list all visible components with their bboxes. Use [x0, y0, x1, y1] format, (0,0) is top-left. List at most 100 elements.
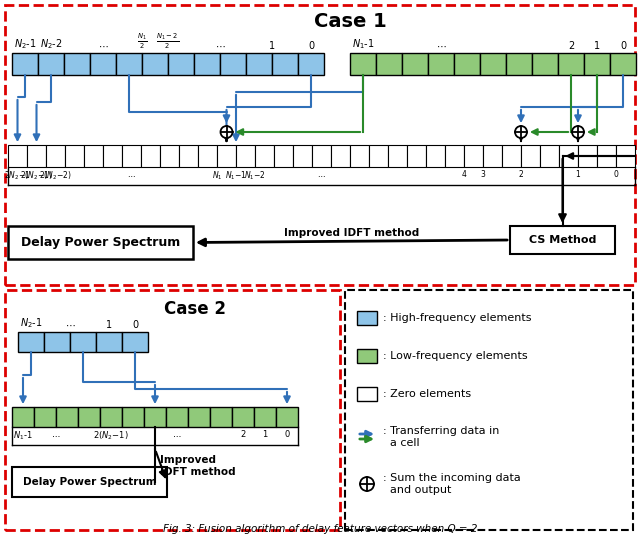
Text: $\frac{N_1}{2}$: $\frac{N_1}{2}$ — [137, 32, 147, 51]
Bar — [78, 407, 100, 427]
Text: 2: 2 — [568, 41, 574, 51]
Text: : Sum the incoming data
  and output: : Sum the incoming data and output — [383, 473, 521, 495]
Bar — [454, 53, 480, 75]
Text: $\cdots$: $\cdots$ — [51, 430, 61, 439]
Bar — [8, 226, 193, 259]
Bar — [532, 53, 558, 75]
Bar — [12, 53, 38, 75]
Bar — [5, 5, 635, 285]
Text: $N_1$$-$2: $N_1$$-$2 — [244, 170, 266, 183]
Text: 1: 1 — [594, 41, 600, 51]
Bar — [8, 145, 27, 167]
Bar — [293, 145, 312, 167]
Circle shape — [360, 477, 374, 491]
Text: $\cdots$: $\cdots$ — [214, 41, 225, 51]
Bar — [388, 145, 407, 167]
Text: 2: 2 — [518, 170, 524, 179]
Bar — [84, 145, 103, 167]
Text: $N_2$-1: $N_2$-1 — [20, 316, 42, 330]
Bar — [220, 53, 246, 75]
Text: $N_1$-1: $N_1$-1 — [351, 37, 374, 51]
Text: $N_2$-2: $N_2$-2 — [40, 37, 62, 51]
Text: $2(N_2$$-$1): $2(N_2$$-$1) — [93, 430, 129, 442]
Bar — [194, 53, 220, 75]
Bar — [312, 145, 331, 167]
Text: 0: 0 — [284, 430, 290, 439]
Text: : Zero elements: : Zero elements — [383, 389, 471, 399]
Text: 1: 1 — [106, 320, 112, 330]
Bar — [616, 145, 635, 167]
Text: 2: 2 — [241, 430, 246, 439]
Text: $2N_2$$-$1: $2N_2$$-$1 — [4, 170, 31, 183]
Bar — [357, 311, 377, 325]
Bar — [12, 467, 167, 497]
Bar — [345, 290, 633, 530]
Bar — [331, 145, 350, 167]
Text: : Low-frequency elements: : Low-frequency elements — [383, 351, 527, 361]
Text: $\cdots$: $\cdots$ — [98, 41, 108, 51]
Bar — [558, 53, 584, 75]
Bar — [27, 145, 46, 167]
Bar — [521, 145, 540, 167]
Circle shape — [572, 126, 584, 138]
Bar — [70, 332, 96, 352]
Text: 0: 0 — [620, 41, 626, 51]
Text: Improved
IDFT method: Improved IDFT method — [160, 455, 236, 477]
Bar — [5, 290, 340, 530]
Bar — [90, 53, 116, 75]
Text: Case 1: Case 1 — [314, 12, 387, 31]
Bar — [510, 226, 615, 254]
Bar — [160, 145, 179, 167]
Bar — [38, 53, 64, 75]
Bar — [426, 145, 445, 167]
Bar — [559, 145, 578, 167]
Bar — [142, 53, 168, 75]
Bar — [103, 145, 122, 167]
Text: 1: 1 — [575, 170, 580, 179]
Bar — [122, 145, 141, 167]
Text: $\cdots$: $\cdots$ — [127, 170, 136, 179]
Bar — [276, 407, 298, 427]
Bar — [506, 53, 532, 75]
Bar — [357, 387, 377, 401]
Bar — [357, 349, 377, 363]
Bar — [210, 407, 232, 427]
Text: 4: 4 — [461, 170, 467, 179]
Bar — [597, 145, 616, 167]
Bar — [116, 53, 142, 75]
Text: 0: 0 — [614, 170, 618, 179]
Text: $\cdots$: $\cdots$ — [65, 320, 76, 330]
Text: Fig. 3: Fusion algorithm of delay feature vectors when Q = 2: Fig. 3: Fusion algorithm of delay featur… — [163, 524, 477, 534]
Text: $\cdots$: $\cdots$ — [172, 430, 182, 439]
Text: : Transferring data in
  a cell: : Transferring data in a cell — [383, 426, 499, 448]
Bar — [255, 145, 274, 167]
Text: $N_2$-1: $N_2$-1 — [13, 37, 36, 51]
Text: 1: 1 — [269, 41, 275, 51]
Text: 0: 0 — [132, 320, 138, 330]
Bar — [407, 145, 426, 167]
Bar — [188, 407, 210, 427]
Bar — [46, 145, 65, 167]
Bar — [141, 145, 160, 167]
Bar — [34, 407, 56, 427]
Text: $N_1$: $N_1$ — [212, 170, 222, 183]
Bar — [578, 145, 597, 167]
Bar — [100, 407, 122, 427]
Text: Case 2: Case 2 — [164, 300, 226, 318]
Bar — [12, 407, 34, 427]
Bar — [376, 53, 402, 75]
Bar — [540, 145, 559, 167]
Bar — [44, 332, 70, 352]
Bar — [232, 407, 254, 427]
Text: Delay Power Spectrum: Delay Power Spectrum — [22, 477, 156, 487]
Text: Delay Power Spectrum: Delay Power Spectrum — [21, 236, 180, 249]
Circle shape — [515, 126, 527, 138]
Text: 0: 0 — [308, 41, 314, 51]
Bar — [122, 407, 144, 427]
Bar — [483, 145, 502, 167]
Bar — [217, 145, 236, 167]
Text: $\cdots$: $\cdots$ — [436, 41, 446, 51]
Circle shape — [221, 126, 232, 138]
Text: $\frac{N_1-2}{2}$: $\frac{N_1-2}{2}$ — [156, 32, 180, 51]
Bar — [272, 53, 298, 75]
